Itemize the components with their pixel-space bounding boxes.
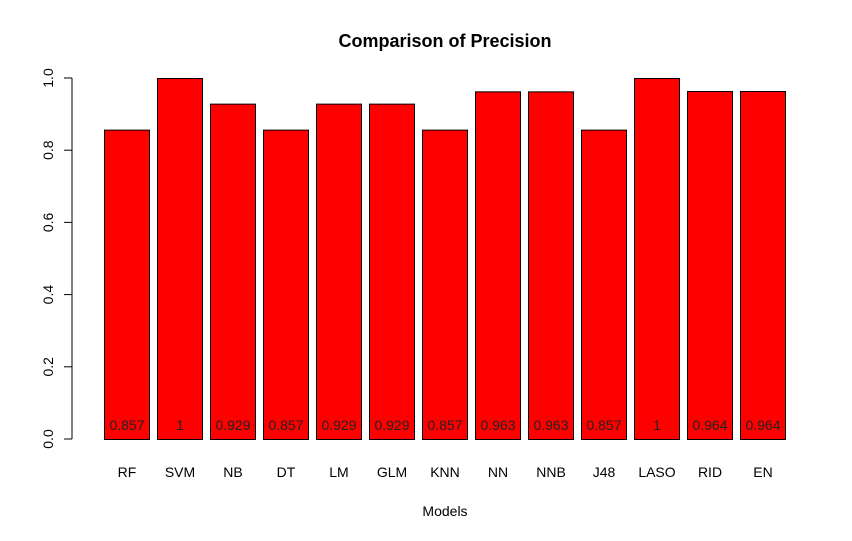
x-tick-label: DT xyxy=(277,464,296,480)
bar-glm xyxy=(369,103,415,440)
bar-j48 xyxy=(581,129,627,441)
data-label: 0.963 xyxy=(480,417,515,433)
x-tick-label: NNB xyxy=(536,464,566,480)
chart-title: Comparison of Precision xyxy=(338,31,551,51)
x-tick-label: NB xyxy=(223,464,242,480)
bar-rf xyxy=(104,129,150,441)
data-label: 0.857 xyxy=(268,417,303,433)
y-tick-label: 0.8 xyxy=(40,140,56,160)
x-tick-label: GLM xyxy=(377,464,407,480)
data-label: 0.929 xyxy=(215,417,250,433)
data-label: 0.857 xyxy=(109,417,144,433)
x-tick-labels: RF SVM NB DT LM GLM KNN NN NNB J48 LASO RID EN xyxy=(118,464,773,480)
data-label: 0.964 xyxy=(745,417,780,433)
x-tick-label: LM xyxy=(329,464,348,480)
x-tick-label: RF xyxy=(118,464,137,480)
data-label: 0.857 xyxy=(586,417,621,433)
bar-en xyxy=(740,90,786,440)
x-tick-label: SVM xyxy=(165,464,195,480)
data-label: 1 xyxy=(176,417,184,433)
data-label: 1 xyxy=(653,417,661,433)
y-axis: 0.0 0.2 0.4 0.6 0.8 1.0 xyxy=(40,68,73,449)
y-tick-label: 0.0 xyxy=(40,429,56,449)
x-tick-label: LASO xyxy=(638,464,675,480)
y-tick-label: 1.0 xyxy=(40,68,56,88)
data-label: 0.929 xyxy=(321,417,356,433)
bar-knn xyxy=(422,129,468,441)
bar-nnb xyxy=(528,91,574,441)
x-tick-label: J48 xyxy=(593,464,616,480)
bar-rid xyxy=(687,90,733,440)
x-tick-label: KNN xyxy=(430,464,460,480)
bar-lm xyxy=(316,103,362,440)
data-label: 0.963 xyxy=(533,417,568,433)
data-labels-group: 0.857 1 0.929 0.857 0.929 0.929 0.857 0.963 0.96… xyxy=(109,417,780,433)
data-label: 0.857 xyxy=(427,417,462,433)
bar-svm xyxy=(157,78,203,440)
y-tick-label: 0.6 xyxy=(40,212,56,232)
x-axis-title: Models xyxy=(422,503,467,519)
y-tick-label: 0.4 xyxy=(40,285,56,305)
bar-nb xyxy=(210,103,256,440)
bars-group xyxy=(104,78,786,441)
x-tick-label: EN xyxy=(753,464,772,480)
bar-nn xyxy=(475,91,521,441)
y-tick-label: 0.2 xyxy=(40,357,56,377)
x-tick-label: NN xyxy=(488,464,508,480)
bar-laso xyxy=(634,78,680,440)
x-tick-label: RID xyxy=(698,464,722,480)
bar-dt xyxy=(263,129,309,441)
data-label: 0.929 xyxy=(374,417,409,433)
data-label: 0.964 xyxy=(692,417,727,433)
